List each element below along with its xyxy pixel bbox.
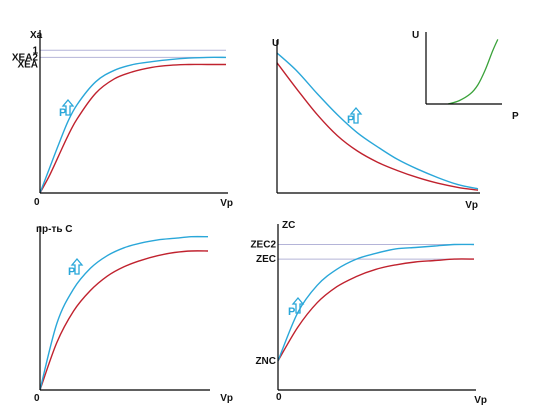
annotation-p-label: P (59, 107, 66, 119)
panel-bottom-right: ZC Vp 0 ZEC2 ZEC ZNC P (250, 220, 487, 406)
series-line-red (276, 62, 479, 191)
annotation-p-label: P (288, 306, 295, 318)
origin-label: 0 (34, 197, 40, 208)
inset-y-axis-label: U (412, 30, 419, 41)
inset-chart: UP (412, 30, 519, 122)
y-axis-label: U (272, 38, 279, 49)
series-line-blue (39, 235, 209, 391)
x-axis-label: Vp (474, 395, 487, 406)
x-axis-label: Vp (465, 200, 478, 211)
series-line-red (277, 258, 475, 362)
y-axis-label: Xa (30, 30, 43, 41)
x-axis-label: Vp (220, 393, 233, 404)
series-line-red (39, 250, 209, 391)
up-arrow-icon (70, 257, 84, 275)
y-tick-label: XEA2 (12, 52, 39, 63)
origin-label: 0 (276, 392, 282, 403)
y-axis-label: пр-ть С (36, 224, 73, 235)
y-tick-label: ZNC (255, 356, 276, 367)
y-tick-label: ZEC2 (250, 240, 276, 251)
y-tick-label: XEA (17, 60, 38, 71)
annotation-p-label: P (347, 114, 354, 126)
inset-x-axis-label: P (512, 111, 519, 122)
up-arrow-icon (349, 106, 363, 124)
series-line-blue (276, 52, 479, 190)
up-arrow-icon (61, 98, 75, 116)
series-line-blue (39, 56, 227, 194)
origin-label: 0 (34, 393, 40, 404)
y-axis-label: ZC (282, 220, 295, 231)
x-axis-label: Vp (220, 198, 233, 209)
series-line-red (39, 63, 226, 194)
inset-series-line (448, 39, 499, 105)
panel-bottom-left: пр-ть С Vp 0 P (34, 224, 233, 404)
up-arrow-icon (291, 296, 305, 314)
y-tick-label: 1 (32, 45, 38, 56)
annotation-p-label: P (68, 266, 75, 278)
y-tick-label: ZEC (256, 254, 276, 265)
series-line-blue (277, 243, 475, 362)
